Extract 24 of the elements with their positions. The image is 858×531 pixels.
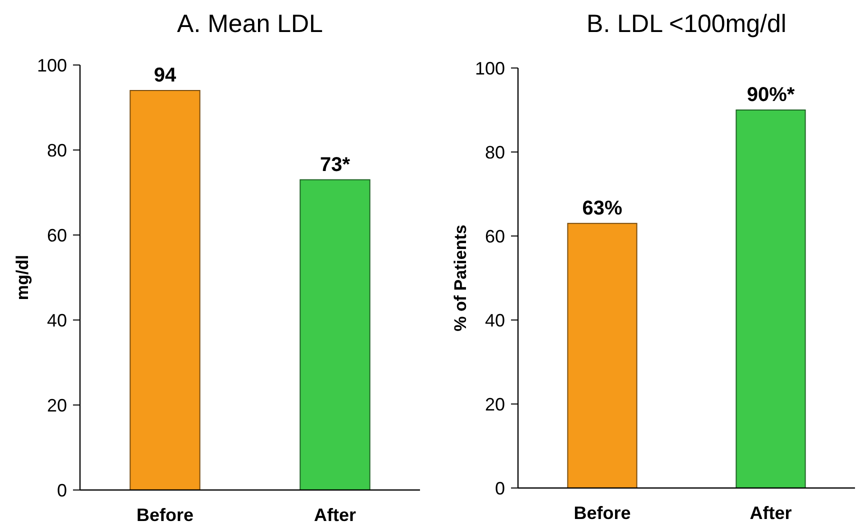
data-label: 90%* (746, 84, 795, 106)
x-tick-label: Before (574, 503, 631, 523)
y-tick-label: 60 (484, 226, 505, 246)
data-label: 94 (154, 64, 177, 86)
y-axis-title: mg/dl (13, 254, 32, 300)
y-tick-label: 20 (46, 395, 67, 416)
y-tick-label: 80 (484, 142, 505, 162)
y-tick-label: 80 (46, 140, 67, 160)
y-tick-label: 20 (484, 394, 505, 414)
y-tick-label: 0 (56, 480, 67, 500)
y-axis-title: % of Patients (451, 224, 470, 332)
y-tick-label: 40 (484, 310, 505, 330)
x-tick-label: Before (136, 505, 194, 525)
y-tick-label: 100 (36, 55, 67, 76)
chart-title: B. LDL <100mg/dl (586, 10, 786, 38)
x-tick-label: After (750, 503, 792, 523)
x-tick-label: After (314, 505, 356, 525)
y-tick-label: 0 (494, 478, 505, 498)
y-tick-label: 60 (46, 225, 67, 246)
data-label: 63% (582, 197, 622, 220)
y-tick-label: 100 (474, 58, 505, 78)
data-label: 73* (320, 154, 350, 176)
y-tick-label: 40 (46, 310, 67, 330)
chart-title: A. Mean LDL (177, 10, 324, 38)
